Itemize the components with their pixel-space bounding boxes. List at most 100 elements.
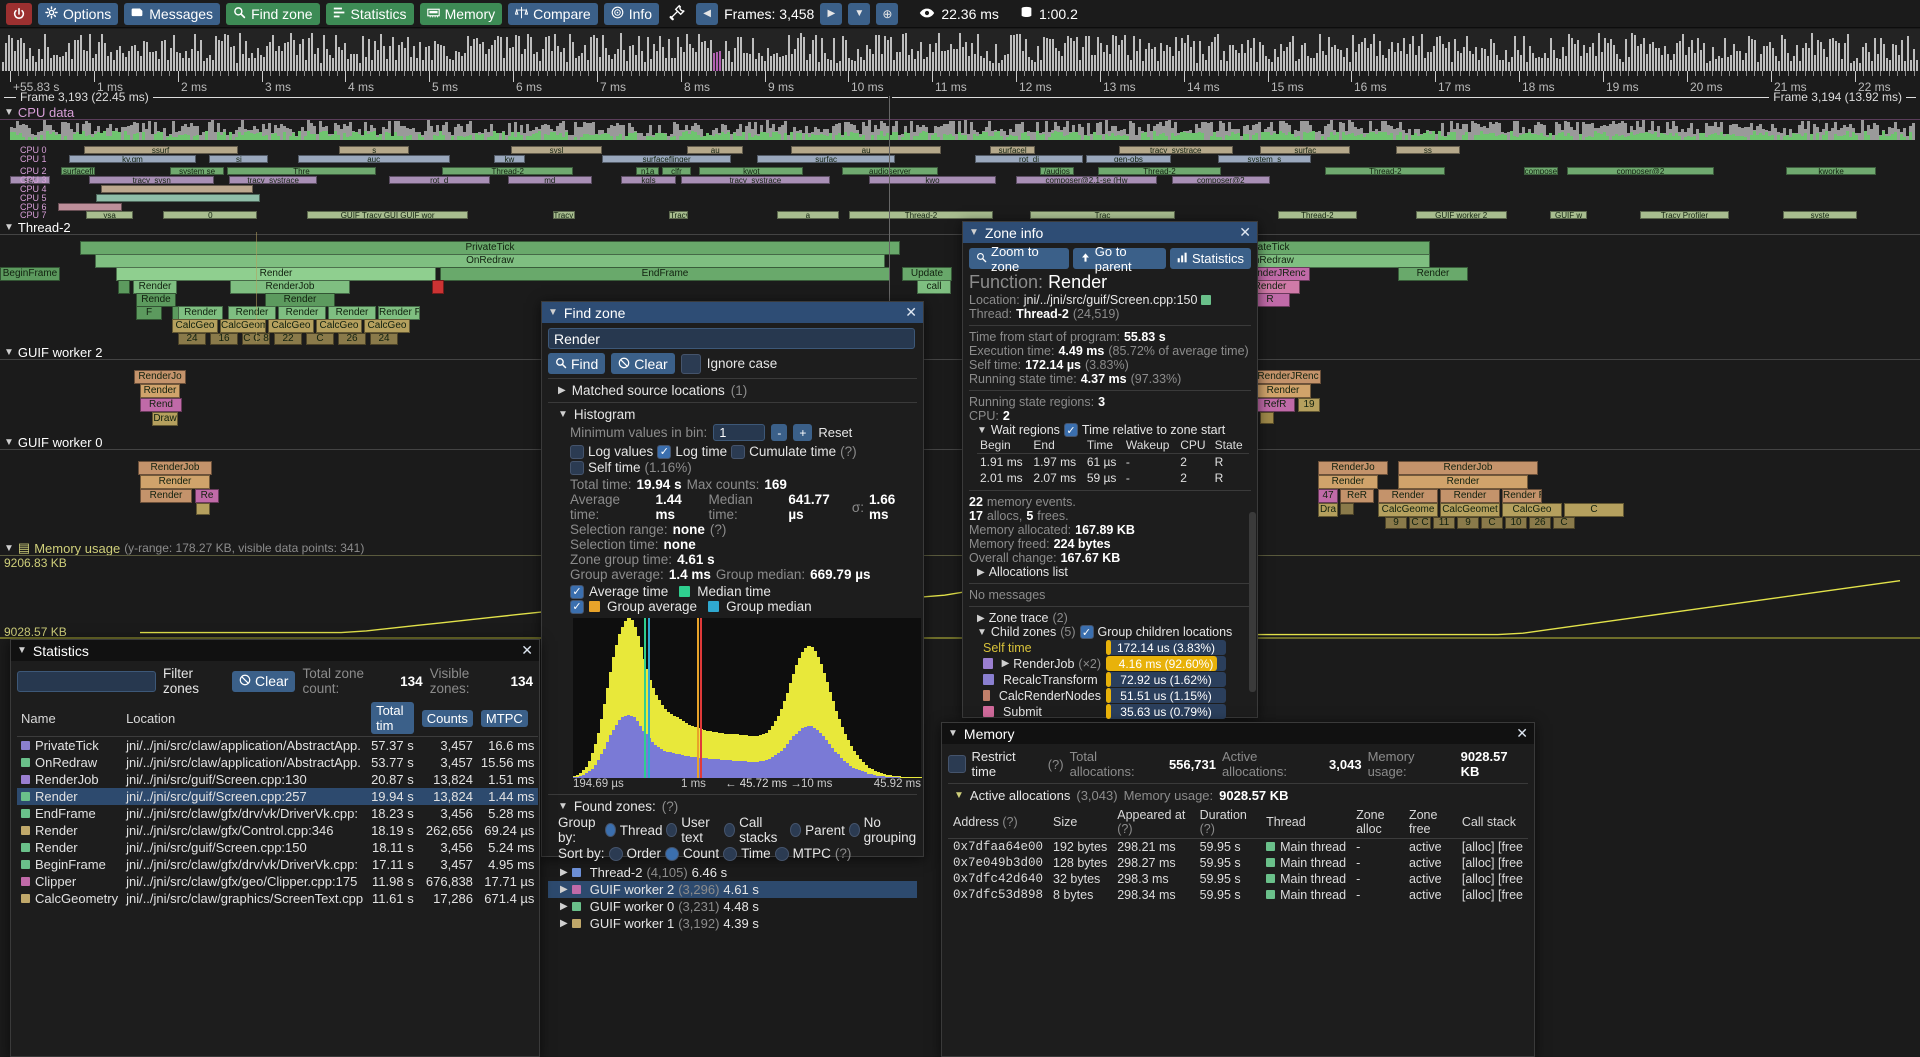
statistics-clear-button[interactable]: Clear	[232, 670, 296, 692]
cpu-core-zone[interactable]: gen-obs	[1086, 155, 1171, 163]
memory-cell-call-stack[interactable]: [alloc] [free	[1461, 840, 1523, 854]
table-row[interactable]: RenderJob jni/../jni/src/guif/Screen.cpp:…	[17, 771, 538, 788]
collapse-triangle-icon[interactable]: ▼	[558, 409, 568, 420]
statistics-cell-location[interactable]: jni/../jni/src/guif/Screen.cpp:150	[126, 840, 307, 855]
cpu-core-zone[interactable]: si	[209, 155, 269, 163]
cpu-core-zone[interactable]: GUIF worker 2	[1415, 211, 1507, 219]
cpu-core-zone[interactable]: ssurf	[83, 146, 238, 154]
cpu-data-track[interactable]: ▼ CPU data	[4, 104, 74, 120]
cpu-core-zone[interactable]: kwo	[869, 176, 996, 184]
statistics-button[interactable]: Statistics	[325, 2, 414, 25]
table-row[interactable]: Clipper jni/../jni/src/claw/gfx/geo/Clipp…	[17, 873, 538, 890]
selection-range-help[interactable]: (?)	[709, 522, 727, 537]
statistics-cell-location[interactable]: jni/../jni/src/claw/application/Abstract…	[126, 755, 361, 770]
guif-worker0-zone[interactable]	[196, 503, 210, 515]
restrict-time-help[interactable]: (?)	[1047, 756, 1064, 772]
thread2-zone[interactable]: CalcGeo	[364, 319, 410, 333]
cpu-core-zone[interactable]: kwot	[699, 167, 804, 175]
cpu-core-zone[interactable]: ysa	[86, 211, 133, 219]
cpu-core-zone[interactable]: tracy_systrace	[229, 176, 318, 184]
child-zone-row[interactable]: Submit 35.63 us (0.79%)	[983, 704, 1251, 719]
expand-triangle-icon[interactable]: ▶	[560, 918, 568, 929]
cpu-core-zone[interactable]: kworke	[1786, 167, 1876, 175]
thread2-zone[interactable]: Render F	[378, 306, 420, 320]
thread2-zone[interactable]: PrivateTick	[80, 241, 900, 255]
cpu-core-zone[interactable]: ss	[1395, 146, 1460, 154]
close-icon[interactable]: ✕	[1516, 725, 1528, 741]
min-values-decrement-button[interactable]: -	[771, 424, 788, 441]
collapse-triangle-icon[interactable]: ▼	[4, 542, 14, 554]
guif-worker0-zone[interactable]: 10	[1505, 517, 1527, 529]
thread2-zone[interactable]: 24	[370, 333, 398, 345]
cpu-core-zone[interactable]: auc	[297, 155, 450, 163]
found-zone-result-row[interactable]: ▶ Thread-2 (4,105) 6.46 s	[548, 864, 917, 881]
thread2-zone[interactable]: Render	[116, 267, 436, 281]
cpu-core-zone[interactable]: Thread-2	[1325, 167, 1446, 175]
table-row[interactable]: 0x7dfc42d640 32 bytes 298.3 ms 59.95 s Main …	[948, 871, 1528, 887]
guif-worker0-zone[interactable]: Render	[1398, 475, 1528, 489]
prev-frame-button[interactable]: ◀	[696, 2, 719, 25]
memory-column-header[interactable]: Appeared at (?)	[1112, 806, 1195, 839]
thread2-zone[interactable]: CalcGeo	[172, 319, 218, 333]
center-view-button[interactable]: ⊕	[876, 2, 899, 25]
statistics-cell-location[interactable]: jni/../jni/src/claw/graphics/ScreenText.…	[126, 891, 364, 906]
statistics-column-header[interactable]: Name	[17, 700, 123, 737]
guif-worker0-zone[interactable]: Dra	[1318, 503, 1338, 517]
restrict-time-checkbox[interactable]	[948, 755, 966, 773]
frame-marker-3194[interactable]: Frame 3,194 (13.92 ms)	[892, 90, 1916, 104]
cpu-core-zone[interactable]: Thread-2	[848, 211, 994, 219]
thread2-zone[interactable]: BeginFrame	[0, 267, 60, 281]
clear-button[interactable]: Clear	[611, 353, 675, 374]
guif-worker0-zone[interactable]: Render	[1440, 489, 1500, 503]
thread2-zone[interactable]: F	[136, 306, 162, 320]
close-icon[interactable]: ✕	[905, 304, 917, 320]
found-zones-row[interactable]: ▼ Found zones: (?)	[548, 799, 917, 814]
sort-by-radio-count[interactable]	[665, 846, 680, 861]
guif-worker0-zone[interactable]: Render R	[1502, 489, 1542, 503]
thread2-zone[interactable]: Render	[328, 306, 376, 320]
cpu-core-zone[interactable]: /audios	[1040, 167, 1074, 175]
close-icon[interactable]: ✕	[1239, 224, 1251, 240]
statistics-cell-location[interactable]: jni/../jni/src/guif/Screen.cpp:130	[126, 772, 307, 787]
child-zone-row[interactable]: ▶ RenderJob (×2) 4.16 ms (92.60%)	[983, 656, 1251, 671]
cpu-core-zone[interactable]: composer@2.1-se (Hw	[1015, 176, 1158, 184]
guif-worker0-zone[interactable]: RenderJob	[138, 461, 212, 475]
memory-button[interactable]: Memory	[419, 2, 503, 25]
collapse-triangle-icon[interactable]: ▼	[4, 221, 14, 233]
memory-cell-address[interactable]: 0x7dfaa64e00	[953, 840, 1044, 854]
cpu-core-zone[interactable]: au	[791, 146, 941, 154]
table-row[interactable]: CalcGeometry jni/../jni/src/claw/graphics…	[17, 890, 538, 907]
guif-worker0-zone[interactable]: CalcGeomet	[1440, 503, 1500, 517]
group-by-radio-nogrouping[interactable]	[848, 823, 860, 837]
expand-triangle-icon[interactable]: ▶	[560, 901, 568, 912]
tools-icon[interactable]	[665, 4, 690, 23]
column-help-icon[interactable]: (?)	[1199, 822, 1215, 836]
cpu-core-zone[interactable]: syste	[1783, 211, 1857, 219]
collapse-triangle-icon[interactable]: ▼	[948, 728, 958, 739]
table-row[interactable]: PrivateTick jni/../jni/src/claw/applicati…	[17, 737, 538, 755]
statistics-cell-location[interactable]: jni/../jni/src/claw/gfx/Control.cpp:346	[126, 823, 334, 838]
cpu-core-zone[interactable]: Thread-2	[1097, 167, 1221, 175]
thread2-zone[interactable]: OnRedraw	[95, 254, 885, 268]
guif-worker0-zone[interactable]: ReR	[1340, 489, 1374, 503]
thread2-zone[interactable]	[118, 280, 130, 294]
power-button[interactable]	[6, 2, 32, 25]
zone-info-window[interactable]: ▼ Zone info ✕ Zoom to zone Go to parent	[962, 221, 1258, 719]
cpu-core-zone[interactable]: clfr	[662, 167, 691, 175]
table-row[interactable]: Render jni/../jni/src/claw/gfx/Control.cp…	[17, 822, 538, 839]
cpu-core-zone[interactable]: Trac	[1029, 211, 1176, 219]
statistics-cell-location[interactable]: jni/../jni/src/claw/gfx/drv/vk/DriverVk.…	[126, 806, 358, 821]
cpu-core-zone[interactable]: tracy_systrace	[680, 176, 830, 184]
collapse-triangle-icon[interactable]: ▼	[558, 801, 568, 812]
average-time-legend-checkbox[interactable]: ✓	[570, 584, 584, 599]
thread2-zone[interactable]: 16	[210, 333, 238, 345]
thread2-zone[interactable]: Render	[178, 306, 223, 320]
cpu-core-zone[interactable]: tracy_systrace	[1118, 146, 1233, 154]
child-zone-row[interactable]: CalcRenderNodes 51.51 us (1.15%)	[983, 688, 1251, 703]
time-relative-checkbox[interactable]: ✓	[1063, 423, 1078, 437]
table-row[interactable]: OnRedraw jni/../jni/src/claw/application/…	[17, 754, 538, 771]
cpu-core-zone[interactable]: system_s	[1218, 155, 1311, 163]
found-zone-results-list[interactable]: ▶ Thread-2 (4,105) 6.46 s ▶ GUIF worker 2 (3,2…	[548, 864, 917, 932]
cpu-core-zone[interactable]: Thre	[226, 167, 376, 175]
memory-column-header[interactable]: Duration (?)	[1194, 806, 1262, 839]
